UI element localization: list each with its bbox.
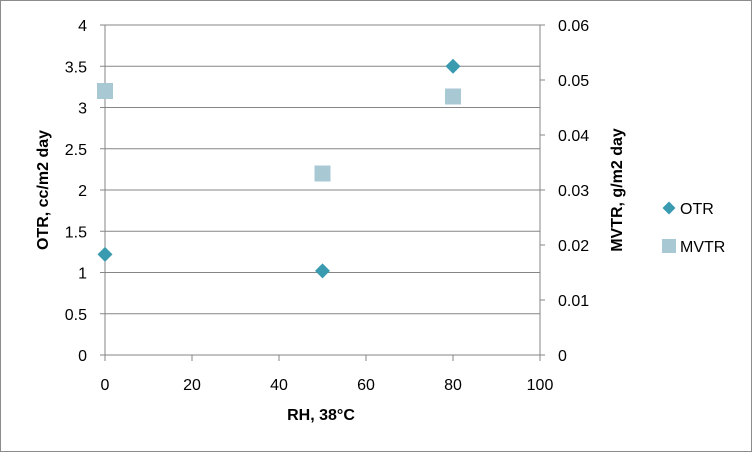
y2-tick-label: 0.04 bbox=[558, 128, 589, 145]
otr-point bbox=[97, 246, 113, 262]
y-tick-label: 0 bbox=[78, 348, 87, 365]
y-axis-title: OTR, cc/m2 day bbox=[35, 130, 52, 250]
y-tick-label: 3 bbox=[78, 101, 87, 118]
y2-axis-title: MVTR, g/m2 day bbox=[609, 128, 626, 252]
legend-otr-marker bbox=[662, 201, 676, 215]
x-tick-label: 60 bbox=[357, 377, 375, 394]
otr-point bbox=[445, 58, 461, 74]
y-tick-label: 1.5 bbox=[65, 224, 87, 241]
y2-tick-label: 0.06 bbox=[558, 18, 589, 35]
legend: OTR MVTR bbox=[662, 201, 725, 256]
mvtr-point bbox=[97, 83, 113, 99]
y-tick-label: 1 bbox=[78, 266, 87, 283]
otr-point bbox=[315, 263, 330, 279]
y2-tick-label: 0.05 bbox=[558, 73, 589, 90]
y-tick-label: 0.5 bbox=[65, 307, 87, 324]
x-tick-label: 80 bbox=[444, 377, 462, 394]
x-axis-title: RH, 38°C bbox=[287, 407, 355, 424]
mvtr-point bbox=[445, 88, 461, 105]
y-tick-label: 2.5 bbox=[65, 142, 87, 159]
legend-otr-label: OTR bbox=[680, 201, 714, 218]
x-tick-label: 0 bbox=[101, 377, 110, 394]
gridlines bbox=[105, 24, 540, 315]
x-tick-label: 100 bbox=[527, 377, 554, 394]
y2-tick-label: 0.01 bbox=[558, 293, 589, 310]
legend-mvtr-marker bbox=[662, 239, 676, 253]
y2-tick-label: 0 bbox=[558, 348, 567, 365]
x-tick-label: 40 bbox=[270, 377, 288, 394]
y2-tick-label: 0.02 bbox=[558, 238, 589, 255]
y2-tick-label: 0.03 bbox=[558, 183, 589, 200]
legend-mvtr-label: MVTR bbox=[680, 239, 725, 256]
axes bbox=[100, 24, 545, 361]
y-tick-label: 4 bbox=[78, 18, 87, 35]
tick-labels: 00.511.522.533.5400.010.020.030.040.050.… bbox=[65, 18, 589, 394]
x-tick-label: 20 bbox=[183, 377, 201, 394]
y-tick-label: 3.5 bbox=[65, 59, 87, 76]
y-tick-label: 2 bbox=[78, 183, 87, 200]
mvtr-point bbox=[314, 165, 331, 182]
data-marks bbox=[97, 58, 461, 279]
